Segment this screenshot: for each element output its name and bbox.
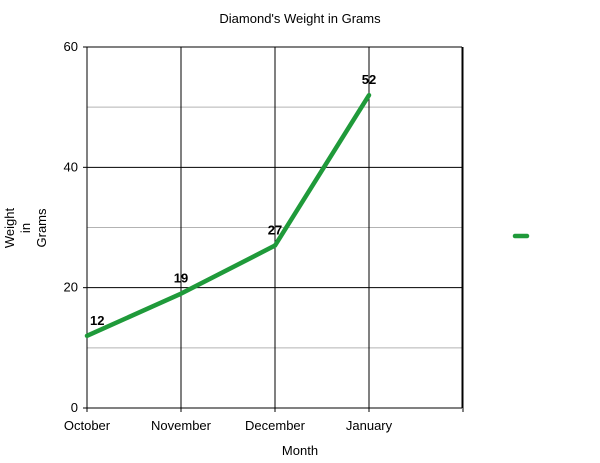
y-axis-title: Weight in Grams — [2, 208, 49, 249]
data-labels: 12 19 27 52 — [90, 72, 376, 328]
data-label: 27 — [268, 223, 282, 238]
y-axis-title-line: Weight — [2, 208, 17, 249]
y-axis-title-line-group: in — [18, 223, 33, 233]
x-tick-label: January — [346, 418, 393, 433]
chart-title: Diamond's Weight in Grams — [219, 11, 381, 26]
x-axis-title: Month — [282, 443, 318, 458]
x-tick-label: October — [64, 418, 111, 433]
y-tick-label: 40 — [64, 159, 78, 174]
y-tick-label: 60 — [64, 39, 78, 54]
data-label: 19 — [174, 271, 188, 286]
axes — [83, 46, 464, 412]
y-axis-title-line-group: Grams — [34, 208, 49, 248]
series-layer — [84, 92, 372, 339]
y-axis-title-line-group: Weight — [2, 208, 17, 249]
y-axis-title-line: Grams — [34, 208, 49, 248]
x-tick-label: November — [151, 418, 212, 433]
y-axis-title-line: in — [18, 223, 33, 233]
y-tick-label: 20 — [64, 280, 78, 295]
data-label: 52 — [362, 72, 376, 87]
x-tick-label: December — [245, 418, 306, 433]
tick-labels: 0 20 40 60 October November December January — [64, 39, 393, 433]
grid-layer — [86, 46, 464, 409]
data-label: 12 — [90, 313, 104, 328]
y-tick-label: 0 — [71, 400, 78, 415]
series-line — [84, 92, 372, 339]
